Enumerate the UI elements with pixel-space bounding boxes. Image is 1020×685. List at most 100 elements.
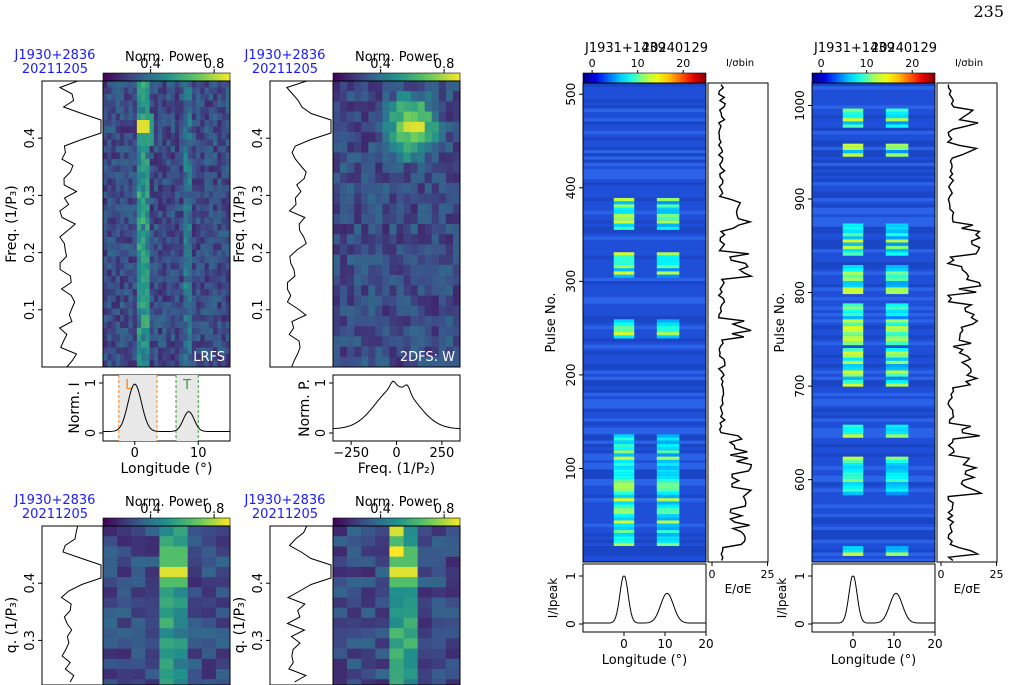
heatmap-cell — [170, 282, 176, 290]
heatmap-cell — [119, 120, 125, 127]
leading-component — [842, 322, 864, 326]
heatmap-cell — [204, 354, 210, 361]
heatmap-cell — [382, 315, 390, 327]
heatmap-cell — [424, 254, 433, 266]
leading-component — [613, 265, 635, 269]
heatmap-cell — [141, 126, 146, 134]
heatmap-cell — [204, 347, 210, 355]
heatmap-cell — [196, 81, 201, 88]
stack-row — [583, 105, 706, 109]
heatmap-cell — [103, 256, 108, 264]
heatmap-cell — [417, 587, 433, 598]
heatmap-cell — [162, 282, 167, 290]
heatmap-cell — [117, 628, 132, 639]
heatmap-cell — [183, 328, 188, 335]
heatmap-cell — [208, 347, 214, 355]
heatmap-cell — [225, 282, 231, 290]
trailing-component — [656, 523, 680, 528]
leading-component — [613, 472, 635, 477]
stack-row — [812, 354, 935, 358]
trailing-component — [656, 197, 680, 202]
heatmap-cell — [438, 162, 447, 174]
heatmap-cell — [375, 658, 390, 670]
heatmap-cell — [225, 139, 231, 147]
heatmap-cell — [124, 289, 129, 296]
heatmap-cell — [354, 203, 362, 215]
heatmap-cell — [173, 566, 188, 578]
x-tick-label: 0 — [392, 446, 400, 461]
heatmap-cell — [103, 243, 108, 251]
heatmap-cell — [217, 152, 222, 160]
heatmap-cell — [174, 211, 180, 218]
leading-component — [613, 517, 635, 521]
heatmap-cell — [375, 91, 383, 102]
x-tick-label: −250 — [333, 446, 369, 461]
heatmap-cell — [124, 237, 129, 244]
heatmap-cell — [191, 263, 197, 270]
heatmap-cell — [103, 617, 118, 629]
heatmap-cell — [159, 536, 174, 547]
heatmap-cell — [196, 204, 201, 212]
heatmap-cell — [403, 577, 418, 588]
trailing-component — [656, 459, 680, 464]
heatmap-cell — [111, 211, 116, 218]
trailing-component — [656, 482, 680, 486]
heatmap-cell — [128, 139, 133, 147]
heatmap-cell — [382, 101, 390, 112]
heatmap-cell — [174, 360, 180, 368]
heatmap-cell — [174, 204, 180, 212]
heatmap-cell — [136, 282, 142, 290]
heatmap-cell — [103, 94, 108, 101]
heatmap-cell — [204, 133, 210, 140]
leading-component — [842, 338, 864, 342]
stack-row — [583, 421, 706, 425]
heatmap-cell — [162, 133, 167, 140]
leading-component — [613, 255, 635, 259]
leading-component — [842, 459, 864, 464]
heatmap-cell — [217, 159, 222, 166]
heatmap-cell — [183, 87, 188, 95]
heatmap-cell — [225, 146, 231, 153]
heatmap-cell — [375, 101, 383, 112]
stack-row — [583, 197, 706, 202]
heatmap-cell — [403, 142, 411, 153]
heatmap-cell — [200, 146, 205, 153]
heatmap-cell — [149, 250, 155, 257]
heatmap-cell — [217, 87, 222, 95]
trailing-component — [885, 249, 909, 253]
heatmap-cell — [217, 243, 222, 251]
heatmap-cell — [389, 172, 397, 184]
heatmap-cell — [431, 152, 440, 164]
leading-component — [842, 245, 864, 250]
heatmap-cell — [128, 178, 133, 186]
heatmap-cell — [141, 94, 146, 101]
heatmap-cell — [115, 107, 121, 114]
stack-row — [583, 370, 706, 374]
heatmap-cell — [340, 142, 348, 153]
heatmap-cell — [424, 172, 433, 184]
heatmap-cell — [107, 230, 112, 238]
heatmap-cell — [132, 295, 138, 303]
heatmap-cell — [179, 282, 184, 290]
energy-x-label: E/σE — [954, 582, 981, 596]
heatmap-cell — [111, 178, 116, 186]
y-tick-label: 0.1 — [23, 299, 38, 320]
heatmap-cell — [196, 185, 201, 192]
heatmap-cell — [417, 295, 426, 307]
heatmap-cell — [153, 172, 159, 179]
trailing-component — [656, 226, 680, 231]
heatmap-cell — [396, 111, 404, 123]
heatmap-cell — [403, 234, 411, 245]
heatmap-cell — [166, 107, 172, 114]
heatmap-cell — [179, 159, 184, 166]
leading-component — [613, 530, 635, 534]
heatmap-cell — [173, 617, 188, 629]
heatmap-cell — [403, 264, 411, 276]
heatmap-cell — [200, 198, 205, 205]
heatmap-cell — [153, 328, 159, 335]
heatmap-cell — [153, 211, 159, 218]
y-tick-label: 500 — [564, 83, 578, 106]
heatmap-cell — [153, 185, 159, 192]
heatmap-cell — [424, 91, 433, 102]
stack-row — [583, 443, 706, 448]
